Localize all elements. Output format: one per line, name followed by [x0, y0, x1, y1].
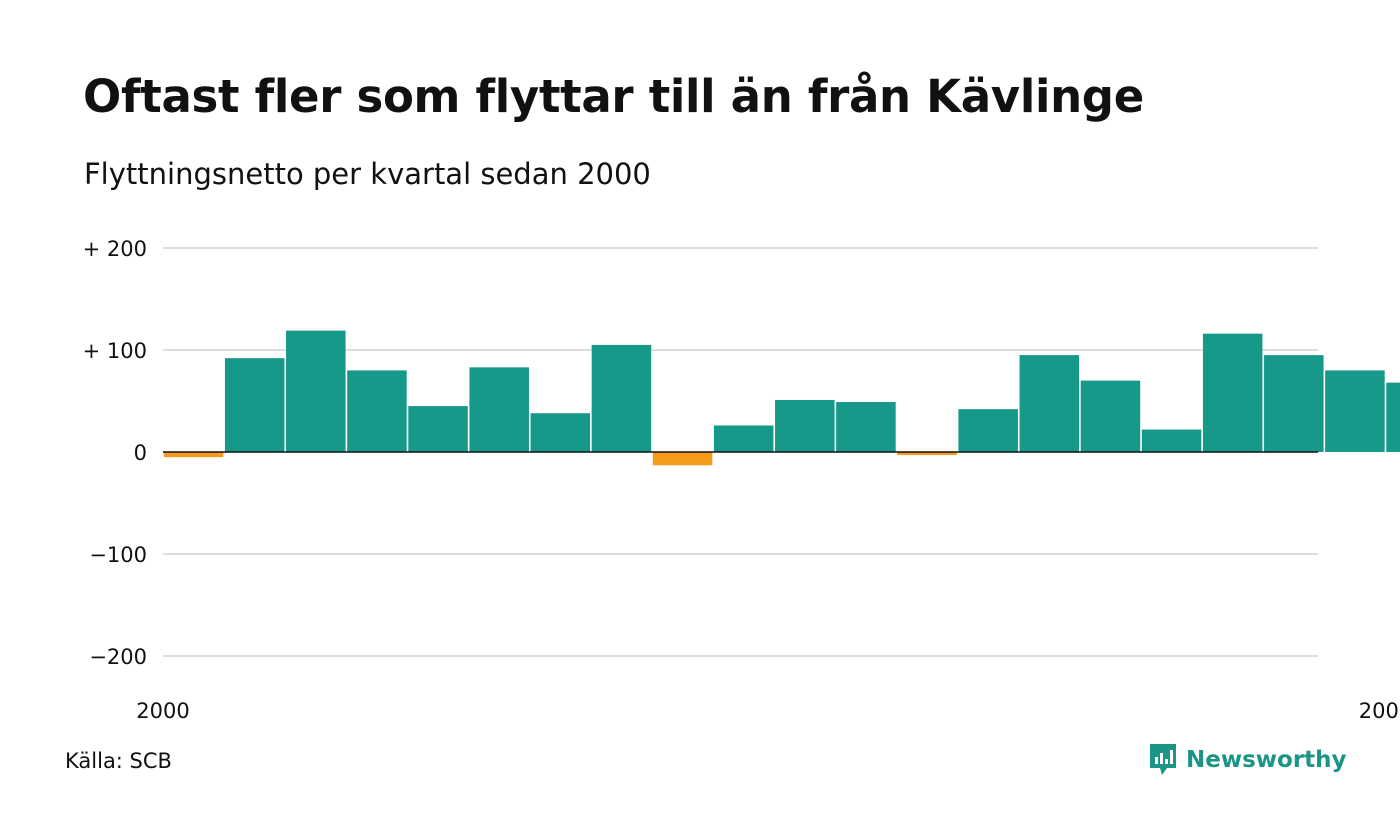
bar [652, 452, 713, 466]
chart-subtitle: Flyttningsnetto per kvartal sedan 2000 [84, 157, 651, 191]
x-tick-label: 2005 [1359, 699, 1400, 723]
bar [897, 452, 957, 456]
bar [775, 399, 835, 452]
bar [1264, 355, 1324, 452]
bar [347, 370, 407, 452]
bar [286, 330, 346, 452]
y-tick-label: −100 [89, 543, 147, 567]
y-tick-label: + 200 [83, 237, 147, 261]
source-note: Källa: SCB [65, 749, 172, 773]
bar [163, 452, 224, 458]
bar [1202, 333, 1263, 452]
bar [591, 344, 652, 452]
brand-name: Newsworthy [1186, 747, 1347, 773]
bar [958, 409, 1018, 452]
bar [408, 406, 468, 452]
chart-title: Oftast fler som flyttar till än från Käv… [83, 70, 1144, 123]
bar [1325, 370, 1385, 452]
bar [1080, 380, 1141, 452]
y-tick-label: + 100 [83, 339, 147, 363]
bar [836, 402, 896, 452]
bar [530, 413, 591, 452]
y-tick-label: 0 [134, 441, 147, 465]
bar [469, 367, 529, 452]
bar [713, 425, 774, 452]
bar [224, 358, 285, 452]
brand-logo: Newsworthy [1148, 742, 1347, 778]
bar [1141, 429, 1202, 452]
bar [1386, 382, 1400, 452]
chart-bubble-icon [1150, 744, 1176, 775]
bar [1019, 355, 1080, 452]
y-tick-label: −200 [89, 645, 147, 669]
x-tick-label: 2000 [136, 699, 189, 723]
